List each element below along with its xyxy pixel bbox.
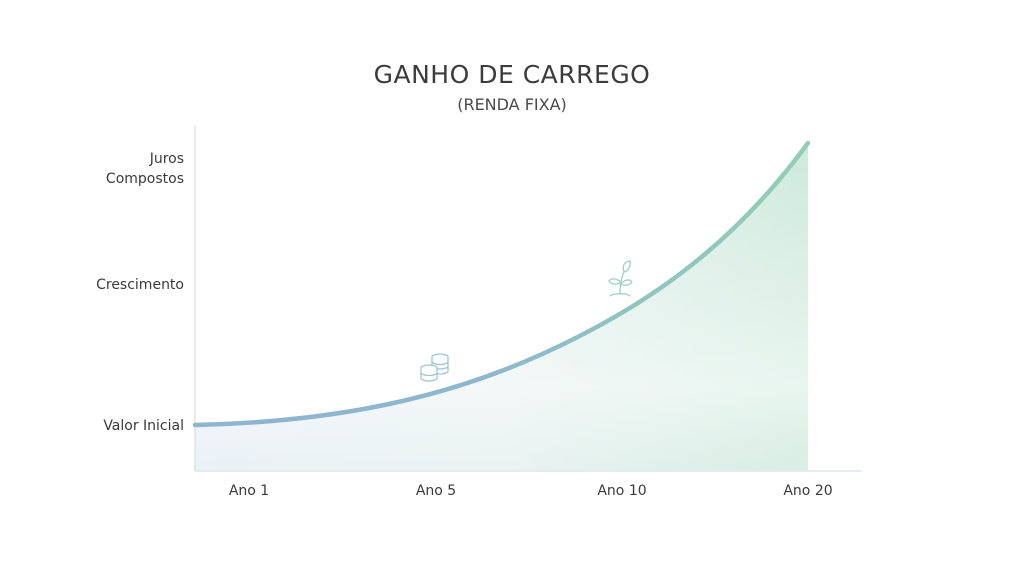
x-label-ano-20: Ano 20 [783,483,833,499]
area-fade [195,143,808,470]
sprout-icon [608,260,633,297]
y-label-line1: Juros [149,151,184,167]
x-label-ano-10: Ano 10 [597,483,647,499]
chart-subtitle: (RENDA FIXA) [457,95,567,114]
y-label-crescimento: Crescimento [96,277,184,293]
coins-icon [420,353,449,382]
y-label-line2: Compostos [105,171,184,187]
x-label-ano-5: Ano 5 [415,483,457,499]
y-label-juros-compostos: Juros Compostos [106,149,184,189]
y-label-valor-inicial: Valor Inicial [103,418,184,434]
x-label-ano-1: Ano 1 [228,483,270,499]
chart-title: GANHO DE CARREGO [373,60,651,89]
growth-curve [192,140,811,428]
